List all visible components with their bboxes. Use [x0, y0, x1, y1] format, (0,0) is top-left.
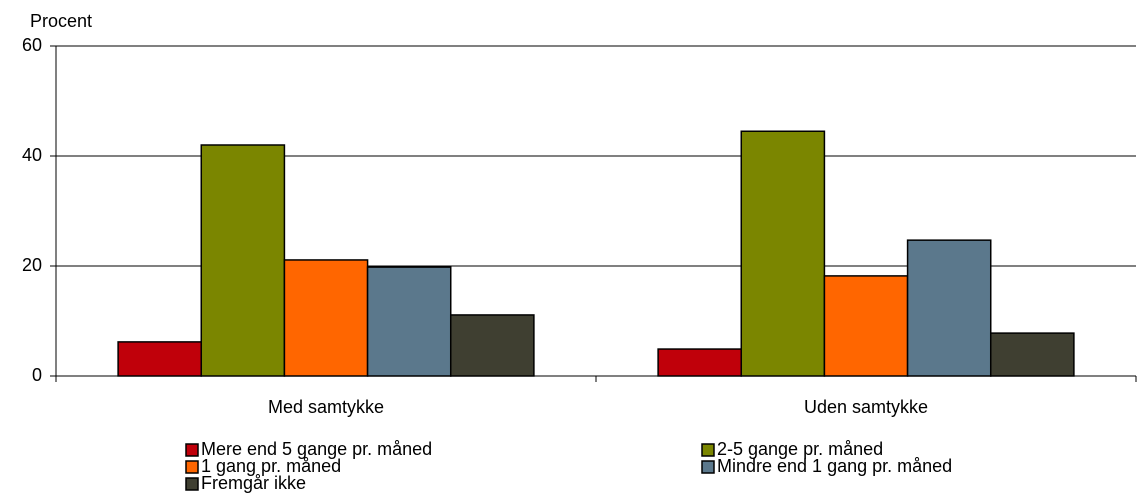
y-tick-label: 20 — [22, 255, 42, 275]
legend-swatch — [185, 460, 199, 474]
x-tick-label: Med samtykke — [268, 397, 384, 417]
bar — [117, 341, 203, 377]
y-tick-label: 0 — [32, 365, 42, 385]
legend-label: Mere end 5 gange pr. måned — [201, 439, 432, 459]
y-axis-label: Procent — [30, 11, 92, 31]
bar — [740, 130, 826, 377]
legend-swatch — [701, 443, 715, 457]
y-tick-label: 60 — [22, 35, 42, 55]
legend-swatch — [185, 477, 199, 491]
bar — [366, 266, 452, 377]
bar — [989, 332, 1075, 377]
legend-label: 1 gang pr. måned — [201, 456, 341, 476]
bar — [449, 314, 535, 377]
legend-label: Mindre end 1 gang pr. måned — [717, 456, 952, 476]
legend-swatch — [701, 460, 715, 474]
bar — [657, 348, 743, 377]
x-tick-label: Uden samtykke — [804, 397, 928, 417]
legend-label: 2-5 gange pr. måned — [717, 439, 883, 459]
bar — [200, 144, 286, 377]
legend-label: Fremgår ikke — [201, 473, 306, 493]
bar — [906, 239, 992, 377]
y-tick-label: 40 — [22, 145, 42, 165]
bar — [283, 259, 369, 377]
bar — [823, 275, 909, 377]
legend-swatch — [185, 443, 199, 457]
